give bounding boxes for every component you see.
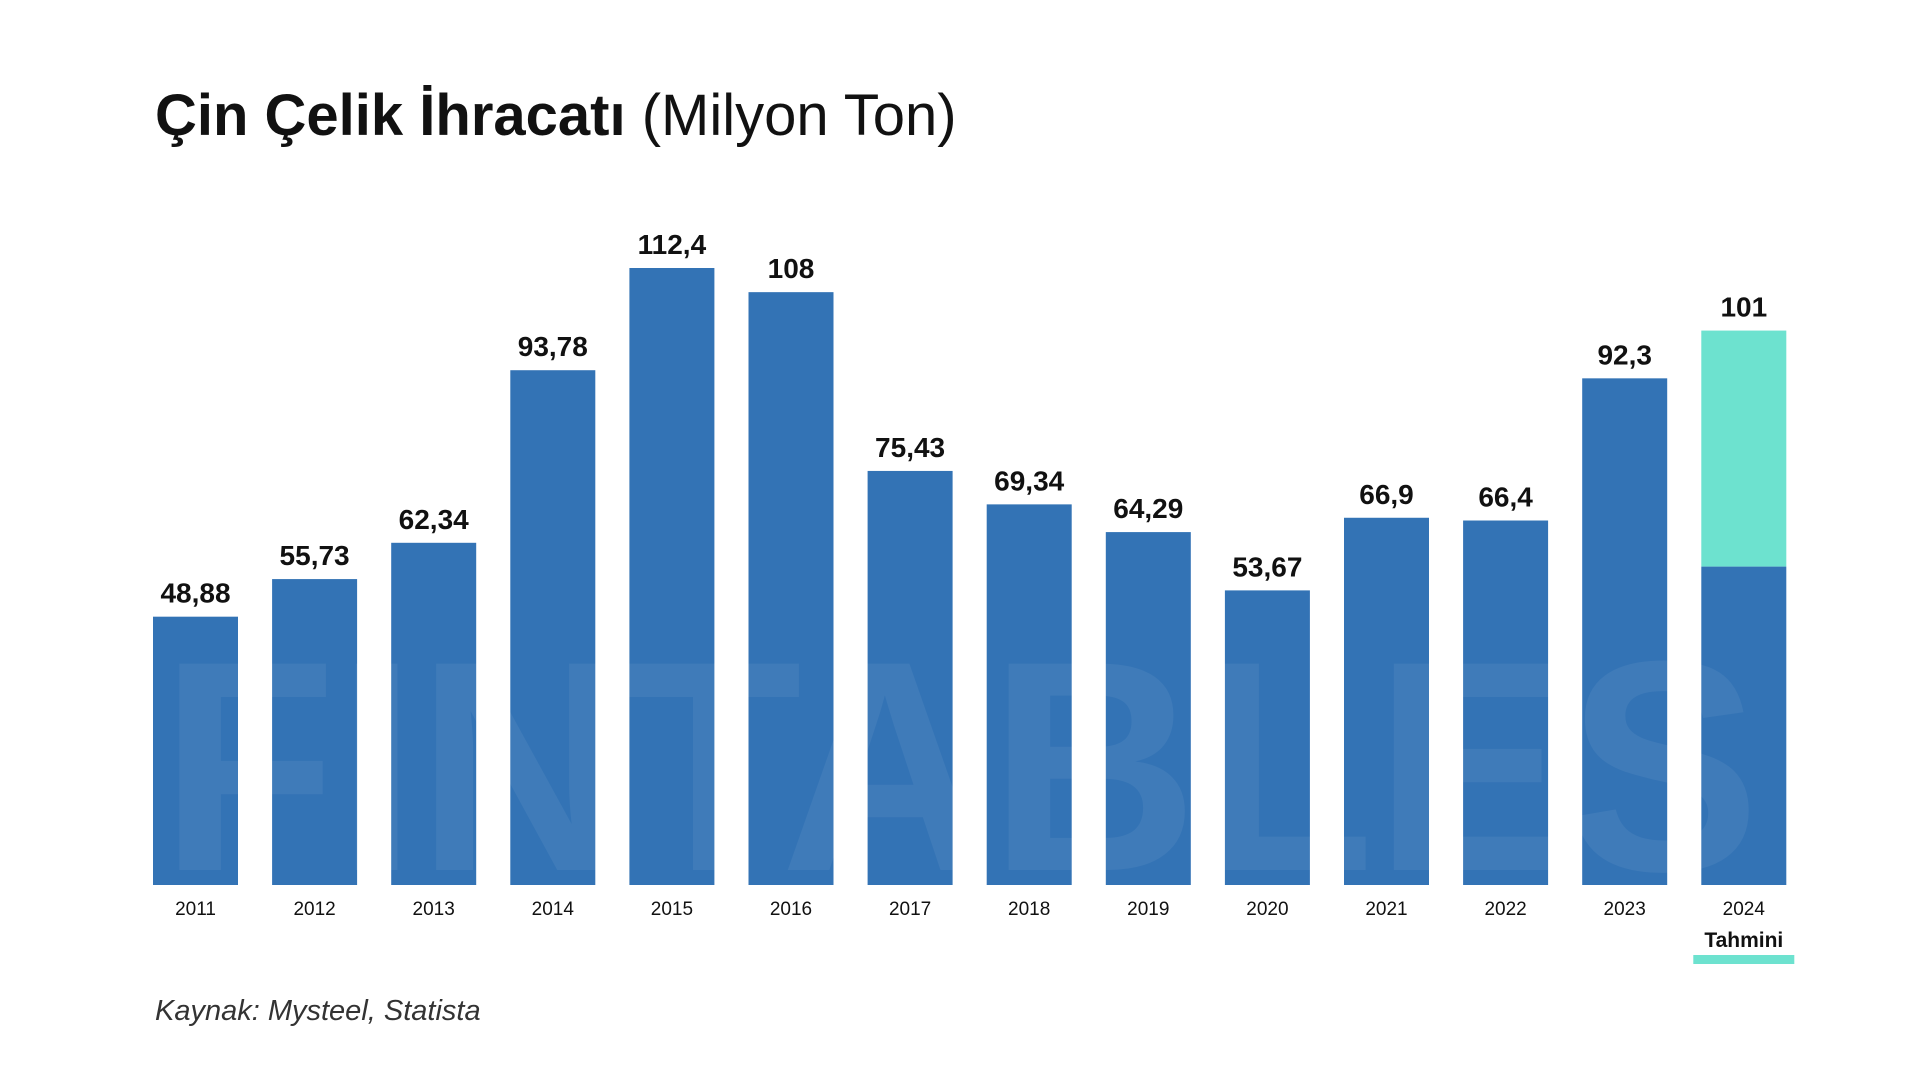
data-label: 66,4 xyxy=(1478,482,1533,513)
bar xyxy=(153,616,238,885)
data-label: 53,67 xyxy=(1232,551,1302,582)
x-tick-label: 2015 xyxy=(651,899,693,920)
x-tick-label: 2012 xyxy=(293,899,335,920)
bar-forecast-part xyxy=(1701,330,1787,567)
forecast-label: Tahmini xyxy=(1704,929,1783,952)
bar xyxy=(510,370,596,886)
x-tick-label: 2016 xyxy=(770,899,812,920)
data-label: 64,29 xyxy=(1113,493,1183,524)
data-label: 48,88 xyxy=(160,578,230,609)
bar xyxy=(1701,566,1787,885)
x-tick-label: 2021 xyxy=(1365,899,1407,920)
data-label: 92,3 xyxy=(1597,339,1652,370)
bar xyxy=(1105,532,1191,885)
data-label: 62,34 xyxy=(399,504,469,535)
source-note: Kaynak: Mysteel, Statista xyxy=(155,995,481,1027)
bar xyxy=(867,470,953,885)
data-label: 93,78 xyxy=(518,331,588,362)
bar xyxy=(391,542,477,885)
bar xyxy=(272,579,358,885)
x-tick-label: 2011 xyxy=(175,899,216,920)
x-tick-label: 2024 xyxy=(1723,899,1766,920)
chart-title: Çin Çelik İhracatı (Milyon Ton) xyxy=(155,80,957,152)
bar xyxy=(1582,378,1668,885)
chart-title-main: Çin Çelik İhracatı xyxy=(155,83,626,148)
data-label: 69,34 xyxy=(994,465,1064,496)
x-tick-label: 2020 xyxy=(1246,899,1288,920)
data-label: 75,43 xyxy=(875,432,945,463)
bar xyxy=(986,504,1072,885)
x-tick-label: 2014 xyxy=(532,899,575,920)
x-tick-label: 2017 xyxy=(889,899,931,920)
data-label: 55,73 xyxy=(280,540,350,571)
forecast-underline xyxy=(1693,955,1795,964)
chart-title-unit: (Milyon Ton) xyxy=(641,83,957,148)
data-label: 112,4 xyxy=(638,229,707,260)
bar xyxy=(629,268,715,885)
bar xyxy=(748,292,834,885)
data-label: 101 xyxy=(1720,292,1767,323)
x-tick-label: 2022 xyxy=(1484,899,1526,920)
x-tick-label: 2013 xyxy=(413,899,455,920)
data-label: 108 xyxy=(768,253,815,284)
data-label: 66,9 xyxy=(1359,479,1414,510)
bar xyxy=(1224,590,1310,885)
bar xyxy=(1344,517,1429,885)
watermark-text: FINTABLES xyxy=(160,598,1760,934)
x-tick-label: 2018 xyxy=(1008,899,1050,920)
x-tick-label: 2023 xyxy=(1604,899,1646,920)
x-tick-label: 2019 xyxy=(1127,899,1169,920)
bar xyxy=(1463,520,1549,885)
